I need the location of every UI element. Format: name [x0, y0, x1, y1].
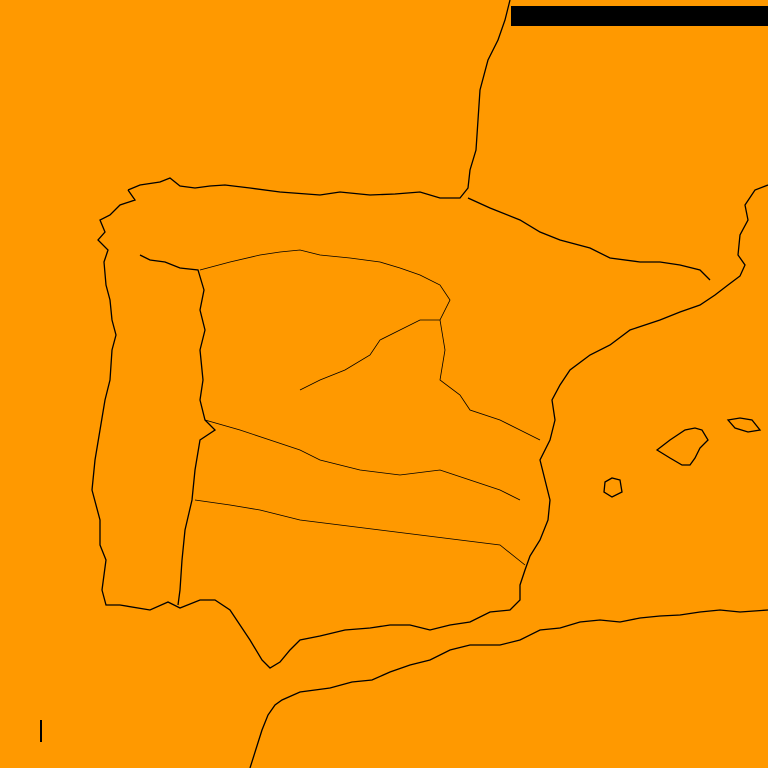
- run-info-banner: [511, 6, 768, 26]
- legend-color-bar: [40, 720, 42, 742]
